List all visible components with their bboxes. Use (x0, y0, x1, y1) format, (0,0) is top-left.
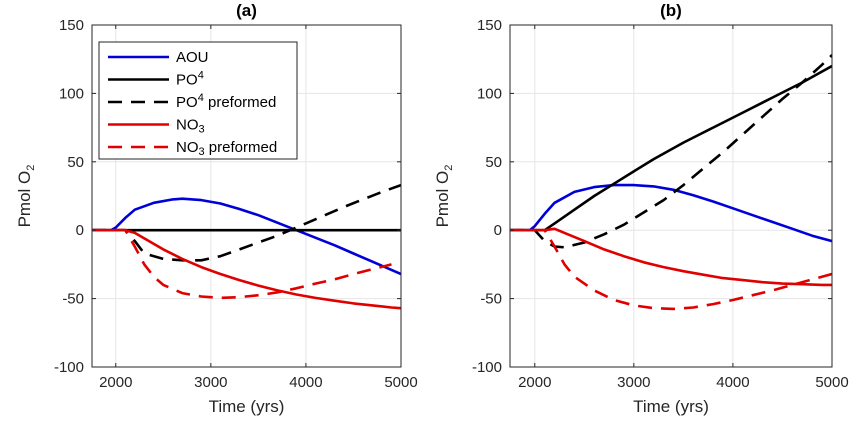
x-tick-label: 3000 (194, 374, 227, 391)
x-tick-label: 5000 (384, 374, 417, 391)
series-line-no3 (510, 227, 832, 287)
legend-box (98, 41, 298, 160)
y-tick-label: 50 (485, 154, 502, 171)
x-axis-label: Time (yrs) (209, 397, 285, 416)
x-tick-label: 2000 (99, 374, 132, 391)
y-tick-label: 100 (477, 85, 502, 102)
legend-label: PO4 preformed (176, 92, 276, 111)
y-axis-label: Pmol O2 (15, 165, 37, 228)
series-line-po4-preformed (92, 183, 401, 262)
y-tick-label: -100 (54, 359, 84, 376)
series-line-no3-preformed (92, 228, 392, 300)
panel-title: (a) (236, 1, 257, 20)
legend: AOU PO4 PO4 preformed NO3 NO3 preformed (98, 41, 298, 160)
legend-label: NO3 (176, 117, 205, 136)
y-tick-label: 0 (76, 222, 84, 239)
series-line-no3 (92, 228, 401, 310)
legend-label: NO3 preformed (176, 139, 277, 158)
series-line-aou (92, 197, 401, 276)
axes-frame (509, 24, 833, 368)
x-tick-label: 4000 (716, 374, 749, 391)
series-line-po4 (510, 64, 832, 232)
y-tick-label: 50 (67, 154, 84, 171)
y-tick-label: -50 (480, 291, 502, 308)
x-tick-label: 4000 (289, 374, 322, 391)
axes-frame (91, 24, 402, 368)
y-tick-label: 100 (59, 85, 84, 102)
y-tick-label: 150 (59, 17, 84, 34)
panel-a: 2000 3000 4000 5000 -100 -50 0 50 100 150 (a) Time … (15, 1, 418, 416)
y-tick-label: 0 (494, 222, 502, 239)
series-line-no3-preformed (510, 228, 832, 311)
x-tick-label: 2000 (518, 374, 551, 391)
panel-title: (b) (660, 1, 682, 20)
y-tick-label: -50 (62, 291, 84, 308)
x-tick-label: 3000 (617, 374, 650, 391)
x-tick-label: 5000 (815, 374, 848, 391)
plot-area (510, 25, 832, 367)
y-axis-label: Pmol O2 (433, 165, 455, 228)
series-line-aou (510, 183, 832, 243)
y-tick-label: 150 (477, 17, 502, 34)
legend-label: AOU (176, 49, 209, 66)
x-axis-label: Time (yrs) (633, 397, 709, 416)
panel-b: 2000 3000 4000 5000 -100 -50 0 50 100 150 (b) Time … (433, 1, 849, 416)
legend-label: PO4 (176, 70, 204, 89)
y-tick-label: -100 (472, 359, 502, 376)
